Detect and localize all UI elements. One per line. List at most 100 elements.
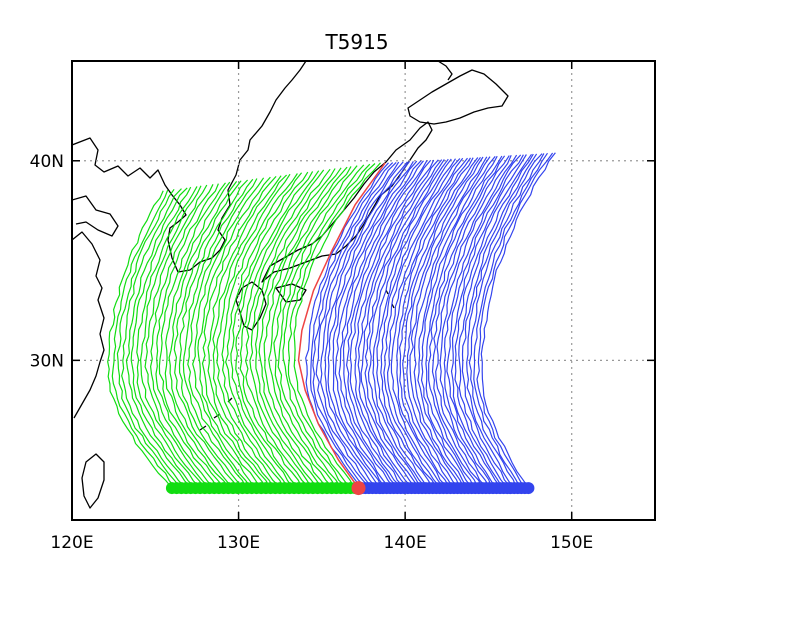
east-start-marker bbox=[522, 482, 535, 495]
west-track bbox=[116, 188, 182, 489]
east-track bbox=[376, 158, 457, 489]
west-track bbox=[263, 166, 348, 489]
east-track bbox=[435, 155, 512, 489]
east-track bbox=[428, 155, 506, 489]
west-track bbox=[178, 179, 249, 489]
east-track bbox=[324, 161, 408, 489]
west-track bbox=[155, 183, 219, 489]
east-track bbox=[354, 159, 435, 489]
east-track bbox=[332, 160, 414, 489]
east-track bbox=[380, 158, 461, 489]
coastline-taiwan bbox=[81, 453, 105, 509]
east-track bbox=[425, 155, 503, 489]
east-track bbox=[338, 160, 422, 489]
east-track bbox=[402, 156, 481, 489]
coastline-china-east bbox=[72, 231, 105, 419]
east-track bbox=[461, 153, 538, 489]
west-track bbox=[158, 182, 226, 489]
east-track bbox=[468, 153, 545, 489]
west-track bbox=[192, 177, 265, 489]
west-track bbox=[225, 172, 303, 489]
west-track bbox=[235, 171, 314, 489]
plot-frame bbox=[71, 60, 656, 521]
east-track bbox=[446, 154, 524, 489]
y-tick-label: 40N bbox=[30, 152, 64, 172]
x-axis-ticks: 120E 130E 140E 150E bbox=[50, 61, 593, 553]
plot-area bbox=[72, 61, 655, 520]
east-track bbox=[406, 156, 484, 489]
west-track bbox=[144, 184, 211, 489]
coastline-hokkaido bbox=[407, 69, 509, 125]
east-track bbox=[386, 157, 468, 489]
east-track bbox=[349, 159, 432, 489]
west-track bbox=[277, 164, 365, 489]
west-track bbox=[201, 175, 277, 489]
observed-start-marker bbox=[351, 481, 366, 496]
west-track bbox=[111, 189, 177, 489]
coastline-bohai bbox=[72, 195, 119, 237]
y-axis-ticks: 30N 40N bbox=[30, 152, 655, 371]
west-track bbox=[221, 173, 298, 489]
west-track bbox=[130, 186, 196, 489]
x-tick-label: 150E bbox=[550, 533, 593, 553]
east-track bbox=[431, 155, 510, 489]
east-track bbox=[473, 152, 548, 489]
east-track bbox=[420, 155, 498, 489]
coastline-shikoku bbox=[275, 283, 307, 303]
y-tick-label: 30N bbox=[30, 351, 64, 371]
east-track bbox=[417, 156, 496, 489]
west-track bbox=[282, 163, 371, 489]
west-track bbox=[136, 186, 201, 489]
east-track bbox=[398, 157, 479, 489]
east-track bbox=[357, 159, 439, 489]
east-track bbox=[396, 157, 474, 489]
east-track bbox=[480, 152, 556, 489]
east-track bbox=[450, 154, 527, 489]
east-track bbox=[383, 157, 464, 489]
west-track bbox=[149, 184, 214, 489]
east-track bbox=[360, 159, 443, 489]
east-track bbox=[439, 154, 518, 489]
west-track bbox=[244, 169, 325, 489]
east-track bbox=[372, 158, 452, 489]
west-track bbox=[273, 165, 358, 489]
x-tick-label: 140E bbox=[384, 533, 427, 553]
east-track bbox=[443, 154, 522, 489]
west-track bbox=[173, 180, 242, 489]
east-track bbox=[476, 152, 554, 489]
east-track bbox=[364, 159, 445, 489]
east-track bbox=[319, 161, 404, 489]
west-track bbox=[268, 166, 352, 489]
west-track bbox=[258, 167, 342, 489]
coastline-kyushu bbox=[235, 281, 267, 331]
chart-title: T5915 bbox=[324, 30, 388, 54]
east-ensemble-tracks bbox=[305, 152, 556, 489]
west-track bbox=[187, 178, 258, 489]
coastline-sakhalin bbox=[437, 61, 453, 81]
east-track bbox=[342, 160, 424, 489]
west-track bbox=[287, 163, 376, 489]
west-track bbox=[230, 171, 309, 489]
west-track bbox=[212, 174, 288, 489]
west-track bbox=[107, 190, 173, 489]
west-track bbox=[239, 170, 320, 489]
west-track bbox=[254, 168, 336, 489]
west-track bbox=[164, 181, 231, 489]
west-track bbox=[197, 176, 271, 489]
east-track bbox=[305, 162, 389, 489]
east-track bbox=[409, 156, 488, 489]
west-track bbox=[121, 188, 187, 489]
west-track bbox=[125, 187, 192, 489]
coastline-korea-china bbox=[72, 61, 307, 273]
east-track bbox=[309, 162, 394, 489]
west-track bbox=[168, 181, 238, 489]
east-track bbox=[454, 153, 532, 489]
observed-track-layer bbox=[297, 162, 386, 489]
west-track bbox=[216, 173, 291, 489]
east-track bbox=[312, 161, 397, 489]
east-track bbox=[458, 153, 534, 489]
east-track bbox=[315, 161, 400, 489]
east-track bbox=[466, 153, 543, 489]
east-track bbox=[334, 160, 418, 489]
